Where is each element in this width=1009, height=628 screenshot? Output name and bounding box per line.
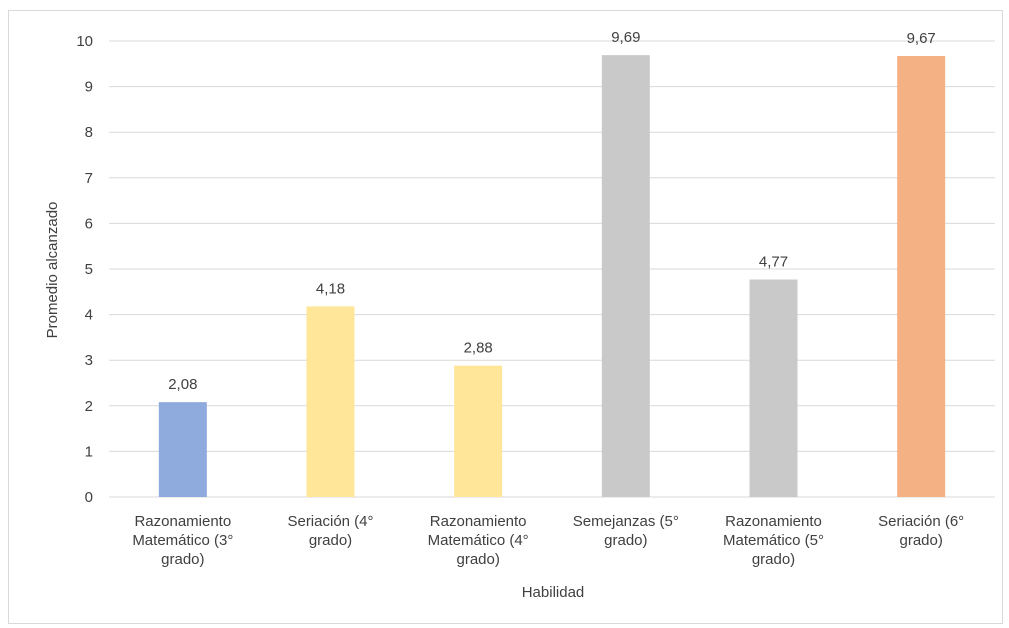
category-label-line: Matemático (3° — [132, 532, 233, 549]
y-tick-label: 8 — [85, 124, 93, 141]
data-label: 2,08 — [168, 376, 197, 393]
category-label-line: Matemático (5° — [723, 532, 824, 549]
x-axis-title: Habilidad — [522, 584, 585, 601]
data-label: 4,18 — [316, 280, 345, 297]
bar — [306, 306, 355, 497]
category-label-line: grado) — [899, 532, 942, 549]
category-label: Razonamiento Matemático (4° grado) — [428, 513, 529, 568]
category-label-line: grado) — [604, 532, 647, 549]
category-label-line: Razonamiento — [134, 513, 231, 530]
data-label: 4,77 — [759, 253, 788, 270]
y-axis-tick-labels: 0 1 2 3 4 5 6 7 8 9 10 — [76, 33, 93, 506]
category-label: Razonamiento Matemático (5° grado) — [723, 513, 824, 568]
chart-area — [8, 10, 1003, 624]
y-tick-label: 1 — [85, 443, 93, 460]
y-tick-label: 6 — [85, 215, 93, 232]
bars — [158, 55, 946, 498]
category-label: Semejanzas (5° grado) — [573, 513, 679, 549]
category-label-line: Razonamiento — [430, 513, 527, 530]
gridlines — [109, 40, 995, 498]
bar — [749, 279, 798, 497]
category-label: Seriación (6° grado) — [878, 513, 964, 549]
data-labels: 2,08 4,18 2,88 9,69 4,77 9,67 — [168, 29, 936, 393]
category-label-line: grado) — [161, 551, 204, 568]
x-axis-category-labels: Razonamiento Matemático (3° grado)Seriació… — [132, 513, 964, 568]
category-label-line: grado) — [456, 551, 499, 568]
category-label-line: Seriación (6° — [878, 513, 964, 530]
y-tick-label: 7 — [85, 170, 93, 187]
category-label-line: grado) — [752, 551, 795, 568]
y-tick-label: 10 — [76, 33, 93, 50]
category-label-line: Matemático (4° — [428, 532, 529, 549]
category-label-line: Razonamiento — [725, 513, 822, 530]
category-label-line: grado) — [309, 532, 352, 549]
data-label: 9,69 — [611, 29, 640, 46]
y-tick-label: 9 — [85, 79, 93, 96]
bar — [454, 365, 503, 497]
category-label-line: Seriación (4° — [287, 513, 373, 530]
y-tick-label: 4 — [85, 307, 93, 324]
bar — [897, 56, 946, 497]
category-label: Seriación (4° grado) — [287, 513, 373, 549]
category-label-line: Semejanzas (5° — [573, 513, 679, 530]
y-tick-label: 5 — [85, 261, 93, 278]
y-tick-label: 3 — [85, 352, 93, 369]
y-tick-label: 0 — [85, 489, 93, 506]
data-label: 2,88 — [464, 340, 493, 357]
category-label: Razonamiento Matemático (3° grado) — [132, 513, 233, 568]
y-tick-label: 2 — [85, 398, 93, 415]
y-axis-title: Promedio alcanzado — [44, 202, 61, 339]
bar — [601, 55, 650, 498]
data-label: 9,67 — [907, 30, 936, 47]
bar — [158, 402, 207, 497]
